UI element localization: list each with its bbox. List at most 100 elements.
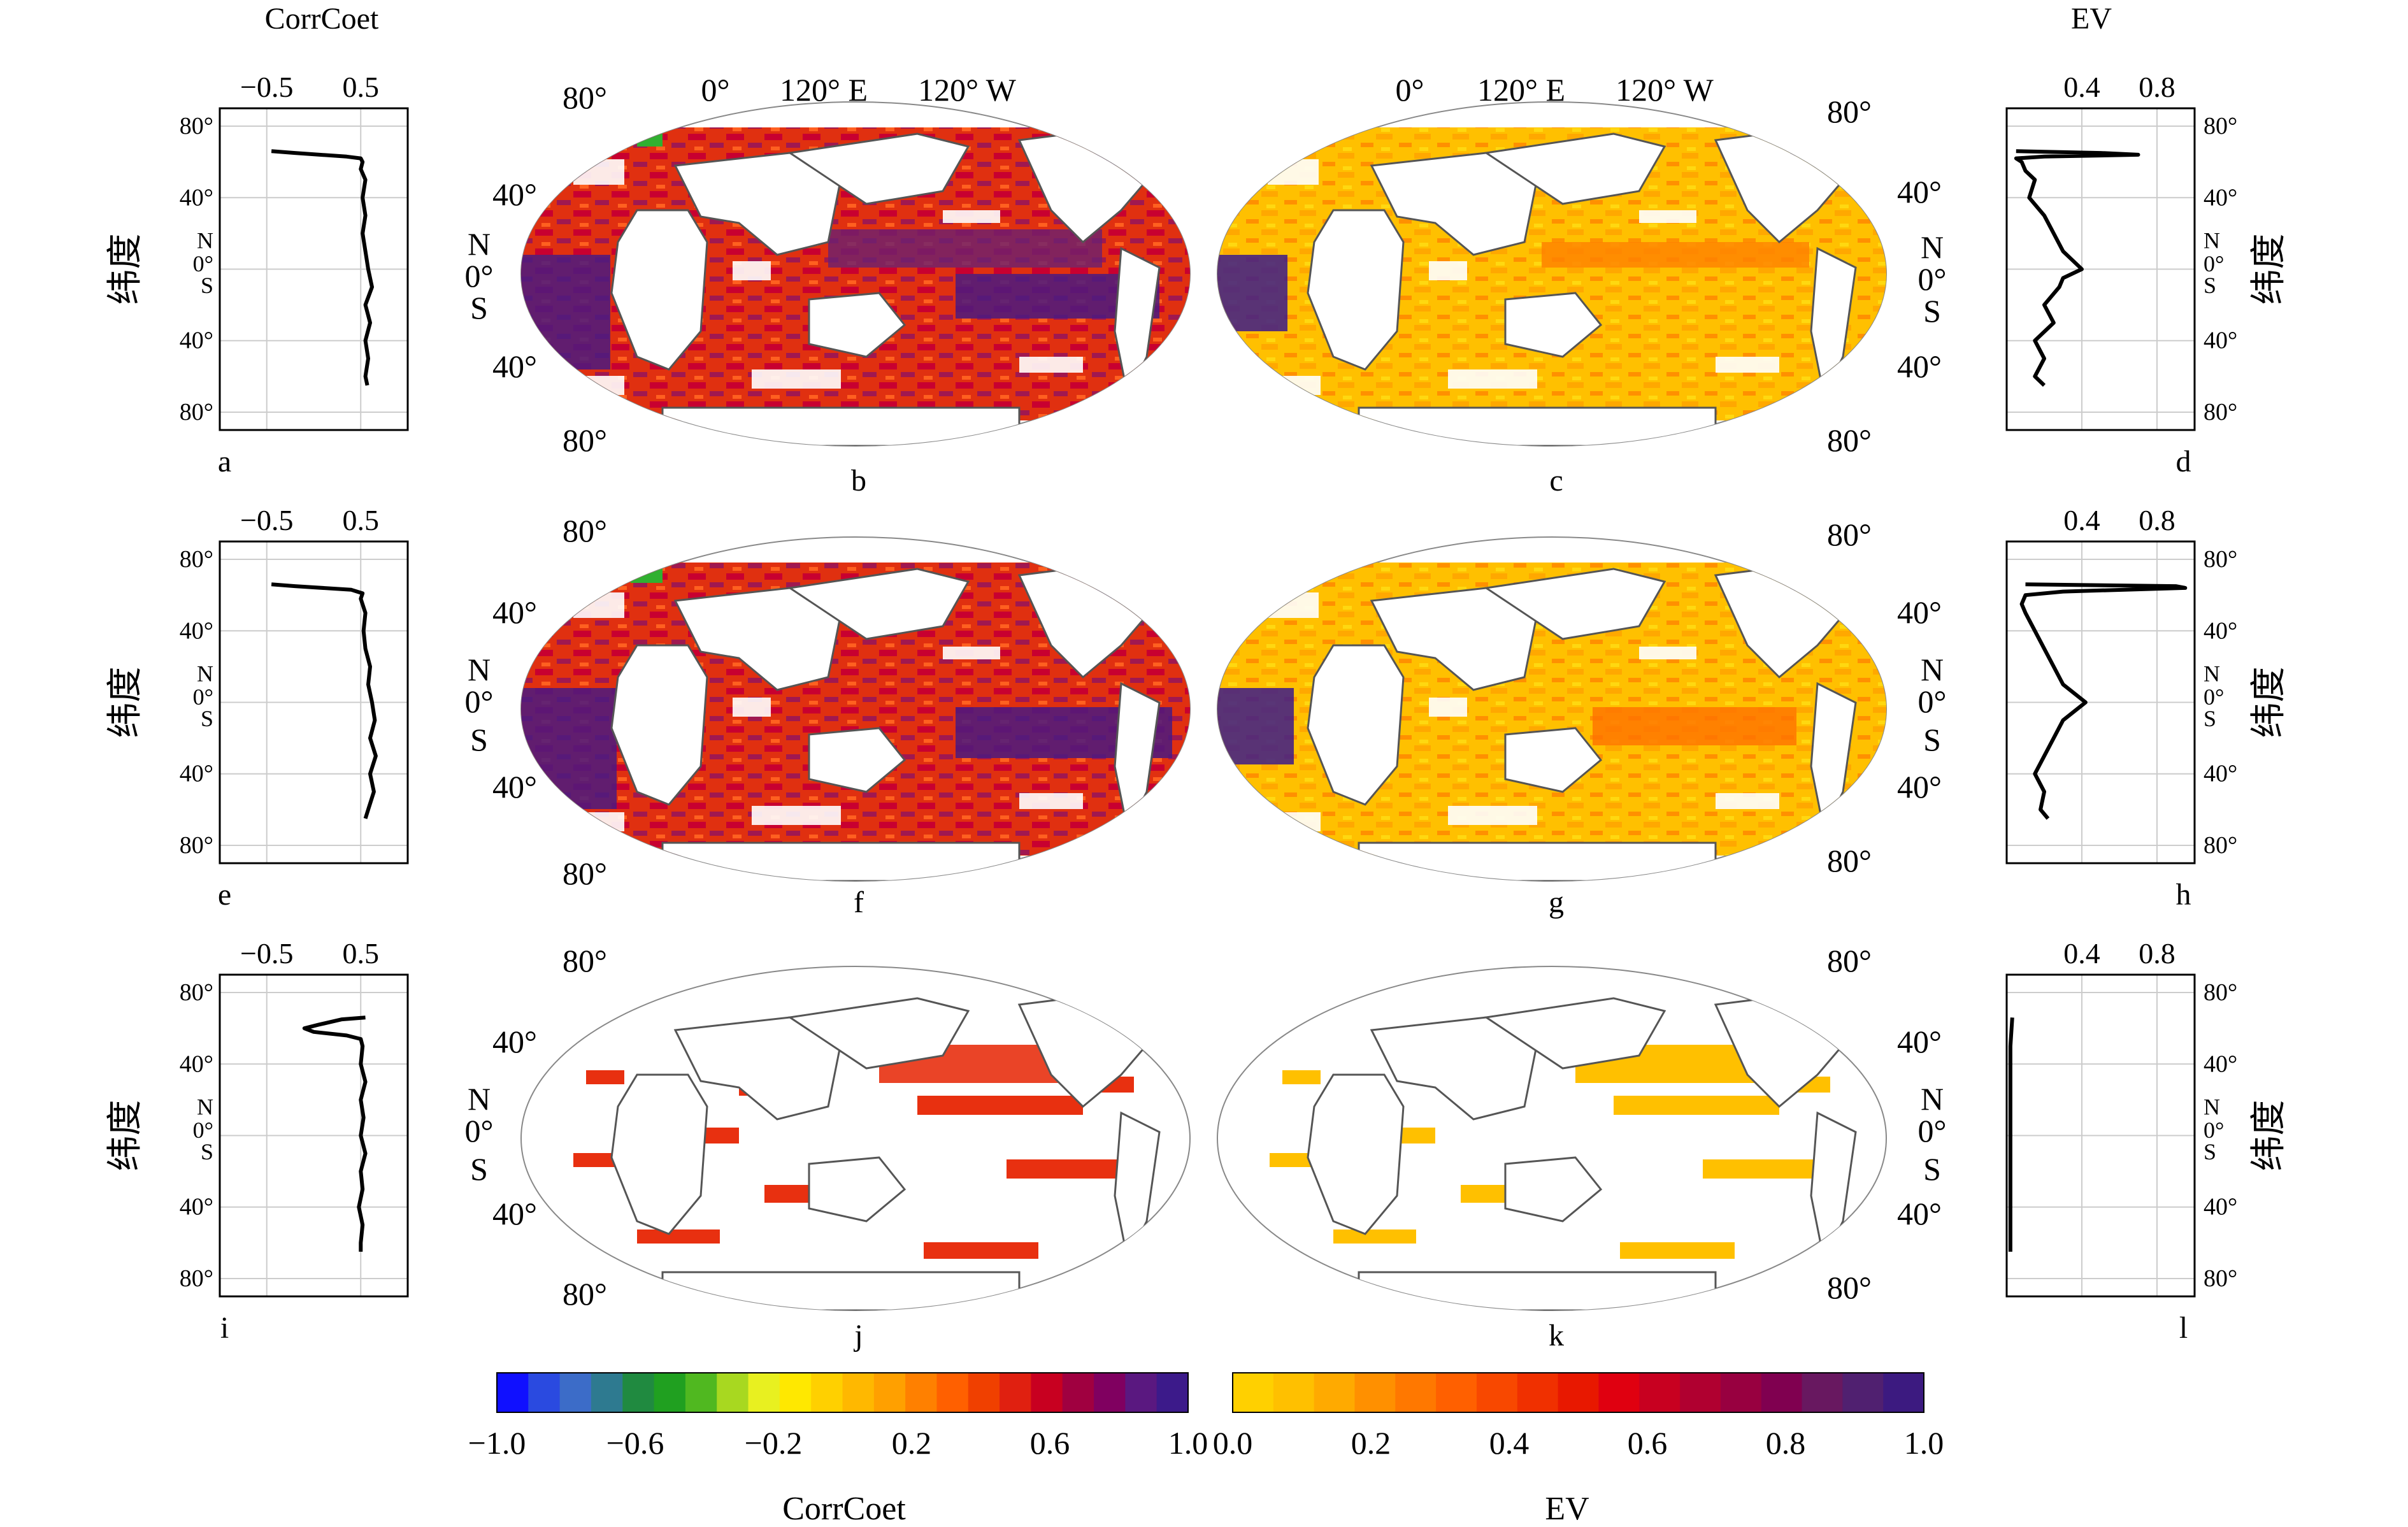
colorbar-swatch xyxy=(1680,1373,1721,1412)
map-k-lat-80s: 80° xyxy=(1827,1270,1872,1305)
y-tick-label: N xyxy=(2204,228,2220,254)
colorbar-frame xyxy=(496,1372,1189,1413)
colorbar-swatch xyxy=(1517,1373,1559,1412)
latitude-axis-title: 纬度 xyxy=(2249,234,2289,305)
map-j-south: S xyxy=(470,1151,488,1187)
y-tick-label: 40° xyxy=(180,327,213,354)
y-tick-label: 80° xyxy=(2204,979,2237,1006)
y-tick-label: S xyxy=(201,273,213,298)
colorbar-tick-label: 0.6 xyxy=(1628,1425,1668,1461)
panel-label-a: a xyxy=(218,445,231,478)
map-c-lon-120e: 120° E xyxy=(1477,72,1565,108)
map-j-lat-40s: 40° xyxy=(492,1196,537,1231)
colorbars: −1.0 −0.6 −0.2 0.2 0.6 1.0 0.0 0.2 0.4 0.6 0.8 1.0 xyxy=(468,1372,1944,1461)
panel-label-b: b xyxy=(851,464,866,498)
x-tick-label: 0.5 xyxy=(343,71,380,103)
map-b-lat-0: 0° xyxy=(465,258,494,294)
profile-line-h xyxy=(2019,582,2188,820)
map-g-north: N xyxy=(1921,652,1944,687)
colorbar-swatch xyxy=(968,1373,1000,1412)
map-b-lat-80s: 80° xyxy=(563,422,607,458)
y-tick-label: 40° xyxy=(2204,327,2237,354)
colorbar-swatch xyxy=(1639,1373,1681,1412)
map-f-lat-80n: 80° xyxy=(563,513,607,548)
colorbar-swatch xyxy=(1883,1373,1924,1412)
y-tick-label: 0° xyxy=(193,684,213,710)
x-tick-label: 0.4 xyxy=(2063,937,2100,970)
colorbar-swatch xyxy=(1842,1373,1884,1412)
profile-panel-h: 0.4 0.8 80° 40° N0°S 40° 80° 纬度 h xyxy=(2005,504,2289,912)
profile-panel-l: 0.4 0.8 80° 40° N0°S 40° 80° 纬度 l xyxy=(2005,937,2289,1345)
profile-frame xyxy=(219,540,409,864)
map-k-lat-0: 0° xyxy=(1918,1113,1947,1149)
profile-panel-i: −0.5 0.5 80° 40° N0°S 40° 80° 纬度 i xyxy=(106,937,409,1345)
colorbar-tick-label: 0.0 xyxy=(1213,1425,1253,1461)
y-tick-label: 80° xyxy=(2204,399,2237,426)
colorbar-swatch xyxy=(873,1373,906,1412)
colorbar-swatch xyxy=(622,1373,655,1412)
x-tick-label: 0.8 xyxy=(2139,71,2175,103)
profile-panel-a: −0.5 0.5 80° 40° N0°S 40° 80° 纬度 a xyxy=(106,71,409,478)
colorbar-swatch xyxy=(1273,1373,1315,1412)
latitude-axis-title: 纬度 xyxy=(2249,1100,2289,1172)
map-k-lat-80n: 80° xyxy=(1827,943,1872,979)
y-tick-label: 40° xyxy=(180,761,213,787)
colorbar-tick-label: 0.2 xyxy=(1351,1425,1391,1461)
map-g-lat-80n: 80° xyxy=(1827,517,1872,552)
map-c-lon-120w: 120° W xyxy=(1616,72,1714,108)
map-j-lat-80s: 80° xyxy=(563,1276,607,1312)
map-c-lat-80s: 80° xyxy=(1827,422,1872,458)
y-tick-label: 80° xyxy=(2204,113,2237,140)
colorbar-swatch xyxy=(1802,1373,1843,1412)
map-c-north: N xyxy=(1921,229,1944,265)
latitude-axis-title: 纬度 xyxy=(2249,667,2289,738)
colorbar-frame xyxy=(1232,1372,1924,1413)
profile-frame xyxy=(2005,973,2196,1298)
profile-line-d xyxy=(2014,149,2140,387)
colorbar-tick-label: −0.6 xyxy=(606,1425,664,1461)
y-tick-label: 40° xyxy=(2204,617,2237,644)
profile-frame xyxy=(219,973,409,1298)
x-tick-label: −0.5 xyxy=(240,71,293,103)
colorbar-corr-label: CorrCoet xyxy=(782,1491,906,1527)
panel-label-l: l xyxy=(2179,1311,2188,1345)
colorbar-swatch xyxy=(811,1373,843,1412)
y-tick-label: 0° xyxy=(193,251,213,276)
y-tick-label: 80° xyxy=(2204,832,2237,859)
y-tick-label: 80° xyxy=(180,546,213,573)
map-k-north: N xyxy=(1921,1081,1944,1117)
x-tick-label: 0.8 xyxy=(2139,937,2175,970)
map-g-lat-40n: 40° xyxy=(1897,594,1942,630)
colorbar-tick-label: 1.0 xyxy=(1904,1425,1944,1461)
latitude-axis-title: 纬度 xyxy=(106,667,145,738)
colorbar-swatch xyxy=(1761,1373,1803,1412)
y-tick-label: 0° xyxy=(193,1117,213,1143)
y-tick-label: N xyxy=(2204,1094,2220,1120)
map-j-lat-40n: 40° xyxy=(492,1024,537,1059)
colorbar-swatch xyxy=(528,1373,561,1412)
map-f-south: S xyxy=(470,722,488,757)
colorbar-swatch xyxy=(497,1373,529,1412)
panel-label-j: j xyxy=(853,1319,863,1352)
y-tick-label: 0° xyxy=(2204,684,2224,710)
panel-label-g: g xyxy=(1549,885,1564,919)
colorbar-swatch xyxy=(779,1373,812,1412)
y-tick-label: 80° xyxy=(2204,546,2237,573)
map-g-lat-80s: 80° xyxy=(1827,843,1872,878)
colorbar-swatch xyxy=(1395,1373,1437,1412)
y-tick-label: 40° xyxy=(2204,1194,2237,1221)
colorbar-ev-label: EV xyxy=(1545,1491,1589,1527)
map-b-lat-40s: 40° xyxy=(492,348,537,384)
profile-panel-e: −0.5 0.5 80° 40° N0°S 40° 80° 纬度 e xyxy=(106,504,409,912)
y-tick-label: S xyxy=(2204,706,2216,731)
latitude-axis-title: 纬度 xyxy=(106,1100,145,1172)
colorbar-tick-label: 1.0 xyxy=(1168,1425,1208,1461)
colorbar-tick-label: 0.4 xyxy=(1489,1425,1530,1461)
map-g xyxy=(1217,536,1887,882)
y-tick-label: 40° xyxy=(180,1194,213,1221)
profile-line-e xyxy=(271,582,378,819)
y-tick-label: 0° xyxy=(2204,1117,2224,1143)
y-tick-label: 40° xyxy=(2204,1050,2237,1077)
map-f-north: N xyxy=(468,652,491,687)
map-g-lat-40s: 40° xyxy=(1897,769,1942,805)
